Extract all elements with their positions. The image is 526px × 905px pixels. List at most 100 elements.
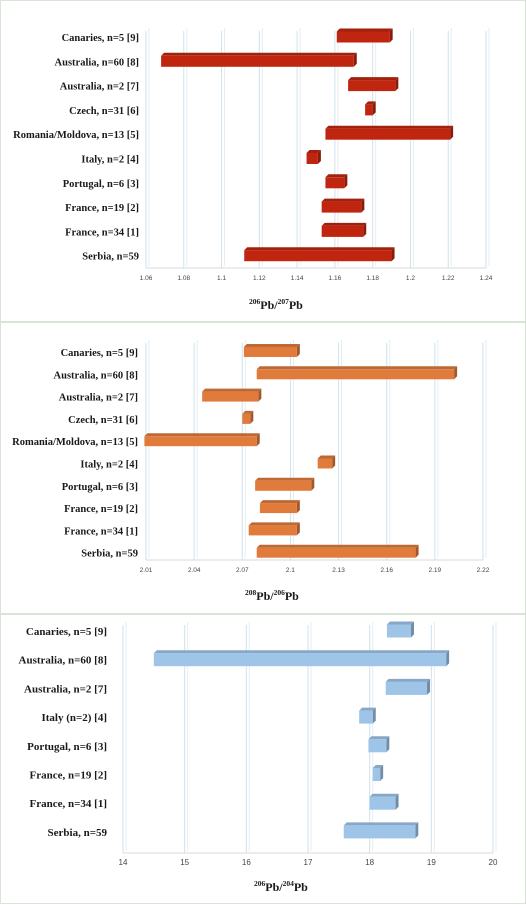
bar-range bbox=[365, 104, 373, 116]
category-label: Portugal, n=6 [3] bbox=[63, 179, 139, 190]
category-label: Czech, n=31 [6] bbox=[68, 415, 138, 426]
x-tick-label: 1.16 bbox=[329, 275, 342, 282]
bar-side-face bbox=[250, 410, 254, 424]
bar-range bbox=[321, 201, 362, 213]
x-axis-label: 206Pb/204Pb bbox=[254, 879, 308, 894]
x-tick-label: 2.16 bbox=[380, 567, 393, 574]
bar-range bbox=[256, 369, 455, 380]
chart-panel-pb206-pb207: 1.06 1.08 1.1 1.12 1.14 1.16 1.18 1.2 1.22 1.24 Ca… bbox=[0, 0, 526, 322]
bar-range bbox=[256, 547, 416, 558]
x-tick-label: 1.06 bbox=[140, 275, 153, 282]
bar-top-face bbox=[161, 52, 357, 56]
bar-range bbox=[259, 503, 297, 514]
category-label: France, n=34 [1] bbox=[65, 227, 139, 238]
chart-panel-pb208-pb206: 2.01 2.04 2.07 2.1 2.13 2.16 2.19 2.22 Canaries,… bbox=[0, 322, 526, 614]
chart-svg: 14 15 16 17 18 19 20 Canaries, n=5 [9] Australia… bbox=[19, 621, 498, 867]
category-label: Portugal, n=6 [3] bbox=[27, 741, 107, 753]
x-tick-label: 14 bbox=[119, 858, 128, 867]
x-tick-label: 1.14 bbox=[291, 275, 304, 282]
bar-side-face bbox=[372, 101, 376, 116]
category-label: Serbia, n=59 bbox=[82, 252, 139, 263]
bar-range bbox=[153, 653, 447, 667]
bar-top-face bbox=[321, 222, 367, 226]
x-tick-label: 2.22 bbox=[477, 567, 490, 574]
bar-top-face bbox=[248, 522, 300, 526]
bar-top-face bbox=[317, 455, 336, 459]
bar-range bbox=[244, 250, 392, 262]
category-label: Portugal, n=6 [3] bbox=[62, 482, 138, 493]
bar-side-face bbox=[258, 388, 262, 402]
bar-range bbox=[348, 80, 396, 92]
category-label: France, n=34 [1] bbox=[30, 798, 107, 810]
bar-side-face bbox=[296, 522, 300, 536]
bar-side-face bbox=[415, 544, 419, 558]
bar-side-face bbox=[450, 125, 454, 140]
chart-svg: 2.01 2.04 2.07 2.1 2.13 2.16 2.19 2.22 Canaries,… bbox=[12, 340, 490, 574]
category-label: Romania/Moldova, n=13 [5] bbox=[12, 437, 138, 448]
bar-side-face bbox=[410, 621, 414, 638]
bar-top-face bbox=[325, 174, 348, 178]
category-label: Romania/Moldova, n=13 [5] bbox=[13, 130, 139, 141]
bar-side-face bbox=[332, 455, 336, 469]
category-label: France, n=19 [2] bbox=[64, 504, 138, 515]
category-label: Australia, n=2 [7] bbox=[59, 393, 138, 404]
bar-range bbox=[325, 128, 451, 140]
category-label: Italy, n=2 [4] bbox=[80, 460, 138, 471]
bar-top-face bbox=[255, 477, 315, 481]
bar-top-face bbox=[256, 366, 458, 370]
bar-top-face bbox=[372, 765, 384, 768]
category-label: Australia, n=60 [8] bbox=[54, 370, 138, 381]
bar-range bbox=[368, 739, 387, 753]
bar-top-face bbox=[359, 707, 376, 711]
bar-range bbox=[386, 624, 411, 638]
x-axis-label: 206Pb/207Pb bbox=[249, 297, 303, 312]
x-tick-label: 15 bbox=[180, 858, 189, 867]
category-label: France, n=19 [2] bbox=[30, 770, 107, 782]
bar-side-face bbox=[361, 198, 365, 213]
bar-top-face bbox=[368, 736, 390, 740]
category-label: Serbia, n=59 bbox=[81, 549, 138, 560]
x-tick-label: 1.08 bbox=[177, 275, 190, 282]
bar-top-face bbox=[242, 410, 254, 414]
x-tick-label: 2.07 bbox=[236, 567, 249, 574]
bar-side-face bbox=[363, 222, 367, 237]
x-axis-label: 208Pb/206Pb bbox=[245, 588, 299, 603]
bar-range bbox=[343, 825, 416, 839]
x-tick-label: 16 bbox=[242, 858, 251, 867]
x-tick-label: 2.01 bbox=[140, 567, 153, 574]
bar-top-face bbox=[365, 101, 376, 105]
bar-side-face bbox=[391, 247, 395, 262]
bar-range bbox=[144, 436, 257, 447]
bar-top-face bbox=[144, 433, 260, 437]
bar-side-face bbox=[256, 433, 260, 447]
x-tick-label: 1.2 bbox=[406, 275, 415, 282]
bar-range bbox=[369, 796, 396, 810]
x-tick-label: 20 bbox=[489, 858, 498, 867]
bar-side-face bbox=[353, 52, 357, 67]
bar-range bbox=[202, 391, 259, 402]
bar-top-face bbox=[202, 388, 262, 392]
bar-range bbox=[372, 768, 381, 781]
x-tick-label: 2.04 bbox=[188, 567, 201, 574]
chart-svg: 1.06 1.08 1.1 1.12 1.14 1.16 1.18 1.2 1.22 1.24 Ca… bbox=[13, 28, 493, 282]
bar-top-face bbox=[244, 247, 395, 251]
bar-range bbox=[336, 31, 390, 43]
category-label: Czech, n=31 [6] bbox=[69, 106, 139, 117]
x-tick-label: 1.1 bbox=[217, 275, 226, 282]
bar-range bbox=[359, 710, 373, 724]
bar-side-face bbox=[395, 77, 399, 92]
category-label: France, n=19 [2] bbox=[65, 203, 139, 214]
bar-top-face bbox=[336, 28, 393, 32]
bar-range bbox=[255, 480, 312, 491]
category-label: Serbia, n=59 bbox=[48, 827, 108, 839]
x-tick-label: 1.22 bbox=[442, 275, 455, 282]
category-label: France, n=34 [1] bbox=[64, 526, 138, 537]
bar-side-face bbox=[344, 174, 348, 189]
bar-top-face bbox=[348, 77, 399, 81]
bar-top-face bbox=[306, 150, 321, 153]
x-tick-label: 19 bbox=[427, 858, 436, 867]
category-label: Australia, n=2 [7] bbox=[24, 683, 107, 695]
bar-side-face bbox=[317, 150, 321, 164]
bar-range bbox=[306, 153, 318, 164]
bar-side-face bbox=[446, 650, 450, 667]
